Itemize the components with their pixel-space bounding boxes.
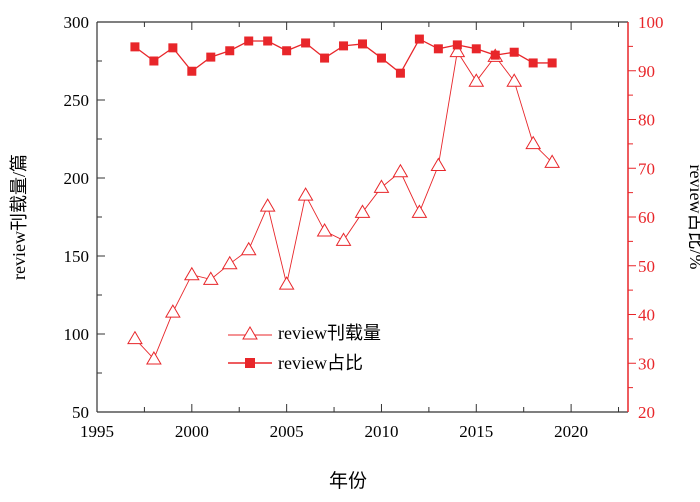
y-right-tick-label: 80 (638, 111, 655, 130)
y-left-tick-label: 300 (64, 13, 90, 32)
x-tick-label: 2020 (554, 422, 588, 441)
ratio-point-square (301, 38, 311, 48)
ratio-point-square (376, 53, 386, 63)
x-axis-title: 年份 (329, 471, 368, 492)
count-point-triangle (430, 157, 447, 172)
y-right-tick-label: 30 (638, 354, 655, 373)
count-point-triangle (259, 198, 276, 212)
legend: review刊载量 review占比 (228, 318, 381, 378)
y-right-tick-label: 70 (638, 159, 655, 178)
count-point-triangle (278, 276, 295, 290)
ratio-point-square (547, 58, 557, 68)
ratio-point-square (149, 56, 159, 66)
ratio-point-square (358, 39, 367, 49)
count-point-triangle (506, 73, 523, 87)
count-point-triangle (202, 271, 219, 285)
count-point-triangle (146, 350, 162, 365)
ratio-point-square (206, 52, 216, 62)
ratio-point-square (490, 50, 500, 60)
ratio-point-square (168, 43, 178, 53)
count-point-triangle (468, 73, 485, 87)
ratio-point-square (528, 58, 538, 68)
ratio-point-square (320, 53, 330, 63)
ratio-point-square (452, 40, 462, 50)
count-point-triangle (354, 204, 371, 218)
y-right-tick-label: 90 (638, 62, 655, 81)
count-point-triangle (392, 163, 409, 178)
count-point-triangle (449, 43, 466, 58)
y-right-tick-label: 100 (638, 13, 664, 32)
y-left-tick-label: 150 (64, 247, 90, 266)
count-point-triangle (316, 223, 333, 237)
count-point-triangle (297, 187, 314, 201)
legend-item-count: review刊载量 (228, 318, 381, 348)
legend-item-ratio: review占比 (228, 348, 381, 378)
x-tick-label: 1995 (80, 422, 114, 441)
x-tick-label: 2010 (364, 422, 398, 441)
count-point-triangle (127, 330, 143, 345)
count-point-triangle (240, 241, 257, 256)
legend-label-ratio: review占比 (278, 353, 363, 373)
y-right-tick-label: 40 (638, 306, 655, 325)
ratio-point-square (433, 44, 443, 54)
ratio-point-square (263, 36, 273, 46)
count-series-line (134, 50, 553, 360)
x-tick-label: 2005 (270, 422, 304, 441)
ratio-point-square (225, 46, 235, 56)
count-point-triangle (544, 154, 561, 168)
y-left-tick-label: 50 (72, 403, 89, 422)
legend-square-marker-icon (228, 358, 272, 368)
count-point-triangle (525, 135, 542, 150)
y-left-tick-label: 200 (64, 169, 90, 188)
count-point-triangle (183, 266, 200, 281)
ratio-point-square (339, 41, 349, 51)
count-point-triangle (373, 179, 390, 193)
x-tick-label: 2000 (175, 422, 209, 441)
count-point-triangle (335, 232, 352, 246)
x-tick-label: 2015 (459, 422, 493, 441)
ratio-point-square (509, 47, 519, 57)
y-right-tick-label: 20 (638, 403, 655, 422)
y-left-tick-label: 250 (64, 91, 90, 110)
legend-triangle-marker-icon (228, 326, 272, 340)
ratio-point-square (282, 46, 292, 56)
y-right-axis-title: review占比/% (686, 164, 700, 270)
y-left-axis-title: review刊载量/篇 (9, 154, 29, 280)
count-point-triangle (164, 304, 181, 318)
y-right-tick-label: 60 (638, 208, 655, 227)
y-right-tick-label: 50 (638, 257, 655, 276)
ratio-point-square (471, 44, 481, 54)
ratio-point-square (244, 36, 254, 46)
ratio-point-square (130, 42, 140, 52)
y-left-tick-label: 100 (64, 325, 90, 344)
ratio-point-square (414, 34, 424, 44)
legend-label-count: review刊载量 (278, 323, 381, 343)
ratio-point-square (187, 66, 197, 76)
count-point-triangle (221, 255, 238, 270)
count-point-triangle (411, 204, 428, 218)
ratio-point-square (395, 68, 405, 78)
